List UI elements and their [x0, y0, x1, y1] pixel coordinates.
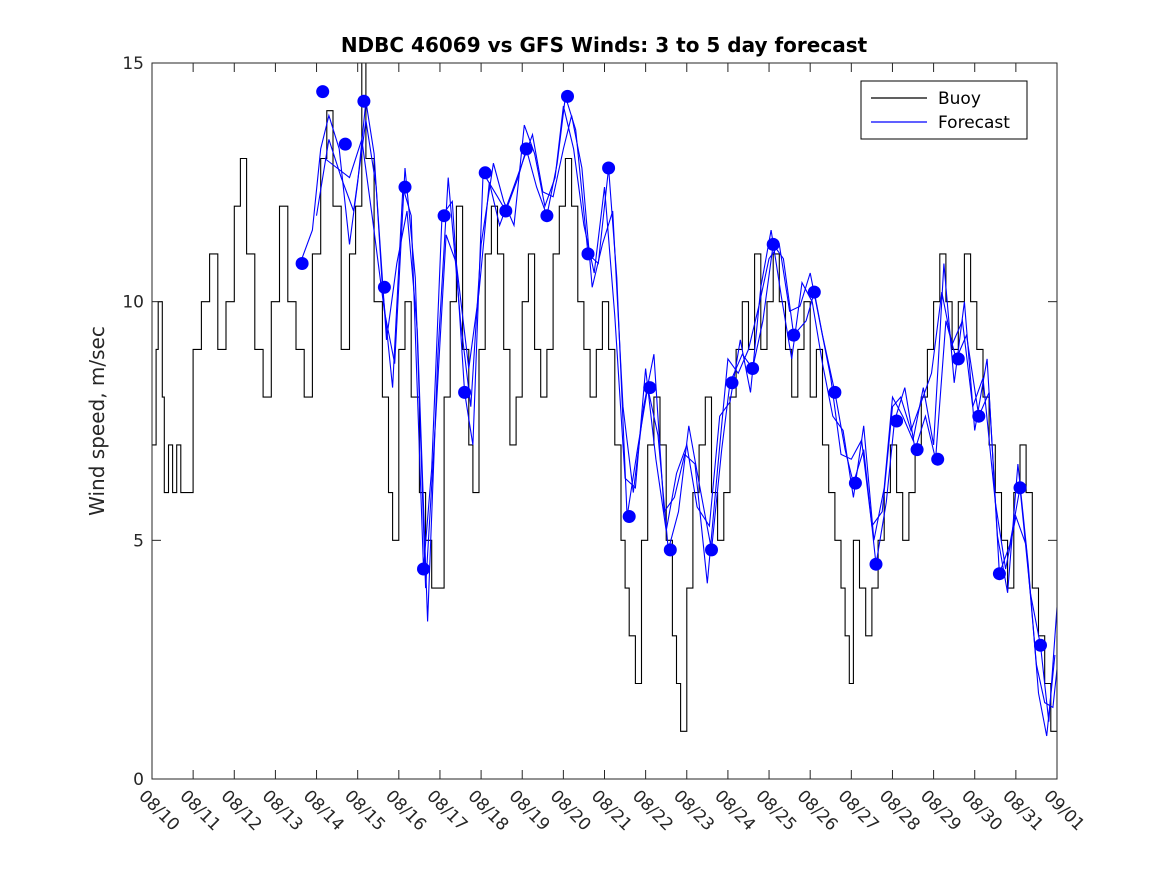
forecast-marker	[663, 543, 677, 557]
forecast-marker	[705, 543, 718, 557]
forecast-marker	[338, 137, 352, 151]
forecast-marker	[499, 204, 513, 218]
forecast-marker	[910, 443, 924, 457]
forecast-series-line-3	[324, 115, 1057, 709]
forecast-marker	[807, 285, 821, 299]
forecast-marker	[890, 414, 904, 428]
y-tick-label: 10	[122, 293, 144, 313]
forecast-marker	[458, 385, 472, 399]
forecast-series-line-1	[299, 96, 1057, 722]
forecast-marker	[848, 476, 862, 490]
forecast-marker	[828, 385, 842, 399]
forecast-marker	[478, 166, 492, 180]
legend-buoy-label: Buoy	[938, 89, 981, 109]
forecast-marker	[1013, 481, 1027, 495]
forecast-marker	[746, 362, 760, 375]
y-tick-label: 0	[133, 770, 144, 790]
forecast-marker	[581, 247, 595, 261]
buoy-series-line	[152, 63, 1057, 732]
forecast-marker	[398, 180, 412, 194]
forecast-marker	[992, 567, 1006, 581]
forecast-marker	[869, 557, 883, 571]
forecast-series-line-2	[315, 105, 1056, 737]
y-axis-label: Wind speed, m/sec	[85, 326, 109, 516]
forecast-marker	[519, 142, 533, 156]
forecast-marker	[787, 328, 801, 342]
forecast-marker	[725, 376, 739, 390]
forecast-marker	[602, 161, 616, 175]
forecast-marker	[561, 89, 574, 103]
forecast-marker	[316, 85, 330, 99]
forecast-marker	[357, 94, 371, 108]
forecast-marker	[766, 237, 780, 251]
forecast-marker	[295, 257, 309, 270]
forecast-marker	[931, 452, 945, 466]
legend-forecast-label: Forecast	[938, 113, 1010, 133]
forecast-marker	[951, 352, 965, 366]
y-tick-label: 5	[133, 531, 144, 551]
forecast-marker	[417, 562, 430, 576]
legend: Buoy Forecast	[860, 80, 1028, 140]
forecast-marker	[622, 510, 636, 523]
forecast-marker	[540, 209, 554, 223]
forecast-marker	[377, 280, 391, 294]
forecast-marker	[643, 381, 657, 395]
forecast-marker	[437, 209, 451, 223]
chart-title: NDBC 46069 vs GFS Winds: 3 to 5 day fore…	[341, 33, 868, 57]
forecast-marker	[1034, 638, 1047, 652]
y-tick-label: 15	[122, 54, 144, 74]
forecast-marker	[972, 409, 986, 423]
